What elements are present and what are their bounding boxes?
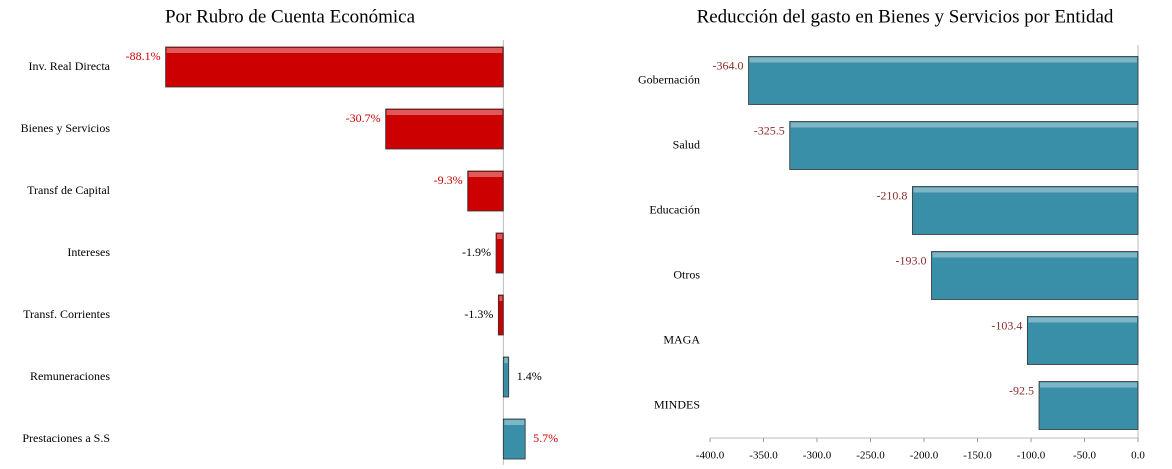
bar: [912, 186, 1139, 235]
value-label: -1.9%: [462, 245, 491, 259]
bar: [1026, 316, 1139, 365]
bar: [495, 232, 504, 274]
bar-highlight: [749, 57, 1137, 63]
category-label: Otros: [673, 267, 700, 281]
x-tick-label: -400.0: [696, 450, 725, 462]
bar: [467, 170, 504, 212]
value-label: -103.4: [991, 318, 1022, 332]
x-tick-label: -300.0: [803, 450, 832, 462]
bar-highlight: [790, 122, 1137, 128]
category-label: Educación: [649, 202, 700, 216]
bar-highlight: [913, 187, 1137, 193]
bar-highlight: [504, 358, 508, 363]
x-tick-label: -200.0: [910, 450, 939, 462]
bar: [748, 56, 1139, 105]
value-label: -193.0: [895, 253, 926, 267]
category-label: Salud: [673, 137, 700, 151]
bar-highlight: [166, 48, 503, 53]
category-label: MINDES: [654, 397, 700, 411]
x-tick-label: -50.0: [1073, 450, 1096, 462]
category-label: Transf de Capital: [27, 183, 111, 197]
category-label: Intereses: [67, 245, 110, 259]
bar: [789, 121, 1139, 170]
bar-highlight: [468, 172, 503, 177]
bar-highlight: [504, 420, 525, 425]
category-label: Remuneraciones: [30, 369, 110, 383]
x-tick-label: -350.0: [749, 450, 778, 462]
bar: [385, 108, 504, 150]
bar: [165, 46, 504, 88]
value-label: 5.7%: [533, 431, 558, 445]
x-tick-label: -150.0: [963, 450, 992, 462]
bar-highlight: [497, 234, 503, 239]
category-label: Gobernación: [638, 72, 700, 86]
bar-highlight: [386, 110, 503, 115]
value-label: -9.3%: [434, 173, 463, 187]
category-label: Prestaciones a S.S: [22, 431, 110, 445]
x-tick-label: -250.0: [856, 450, 885, 462]
bar: [1038, 381, 1139, 430]
category-label: Transf. Corrientes: [23, 307, 110, 321]
x-tick-label: -100.0: [1017, 450, 1046, 462]
x-tick-label: 0.0: [1131, 450, 1145, 462]
value-label: -30.7%: [346, 111, 381, 125]
bar-highlight: [932, 252, 1137, 258]
category-label: Bienes y Servicios: [21, 121, 111, 135]
value-label: -364.0: [713, 58, 744, 72]
bar-highlight: [499, 296, 503, 301]
bar-highlight: [1040, 382, 1137, 388]
bar: [497, 294, 504, 336]
category-label: Inv. Real Directa: [28, 59, 110, 73]
value-label: -92.5: [1009, 383, 1034, 397]
bar: [502, 418, 526, 460]
bar: [502, 356, 510, 398]
chart-title: Por Rubro de Cuenta Económica: [165, 6, 416, 27]
value-label: -325.5: [754, 123, 785, 137]
category-label: MAGA: [663, 332, 700, 346]
value-label: -88.1%: [126, 49, 161, 63]
value-label: 1.4%: [517, 369, 542, 383]
value-label: -210.8: [876, 188, 907, 202]
value-label: -1.3%: [464, 307, 493, 321]
bar: [931, 251, 1139, 300]
bar-highlight: [1028, 317, 1137, 323]
chart-title: Reducción del gasto en Bienes y Servicio…: [697, 6, 1114, 27]
